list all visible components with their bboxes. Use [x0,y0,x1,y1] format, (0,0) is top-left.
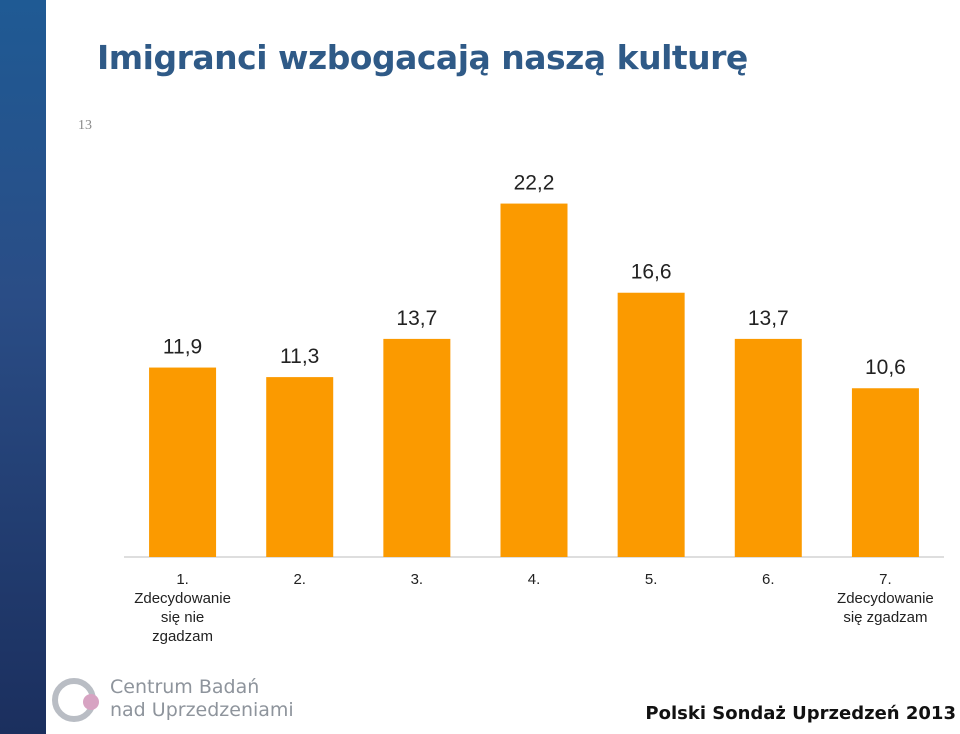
bar-1 [149,367,217,557]
bar-3 [383,338,451,557]
logo-line-1: Centrum Badań [110,676,260,698]
slide-number: 13 [78,118,92,133]
value-label-1: 11,9 [163,336,202,359]
value-label-3: 13,7 [396,307,437,330]
bar-4 [500,203,568,558]
category-label-6: 6. [762,571,775,588]
logo-line-2: nad Uprzedzeniami [110,699,294,721]
category-label-3: 3. [411,571,424,588]
logo-dot-icon [83,694,99,710]
value-label-2: 11,3 [280,345,319,368]
category-label-2: 2. [293,571,306,588]
bar-2 [266,377,334,557]
category-label-7: 7. Zdecydowanie się zgadzam [837,571,934,626]
category-label-1: 1. Zdecydowanie się nie zgadzam [134,571,231,645]
category-label-5: 5. [645,571,658,588]
slide-title: Imigranci wzbogacają naszą kulturę [97,38,748,77]
value-label-7: 10,6 [865,356,906,379]
bar-6 [734,338,802,557]
category-label-4: 4. [528,571,541,588]
cbu-logo: Centrum Badań nad Uprzedzeniami [52,672,322,727]
bar-7 [851,388,919,557]
value-label-4: 22,2 [514,172,555,195]
bar-5 [617,292,685,557]
survey-title: Polski Sondaż Uprzedzeń 2013 [645,703,956,724]
side-accent-bar [0,0,46,734]
value-label-6: 13,7 [748,307,789,330]
value-label-5: 16,6 [631,261,672,284]
logo-text: Centrum Badań nad Uprzedzeniami [110,676,294,722]
